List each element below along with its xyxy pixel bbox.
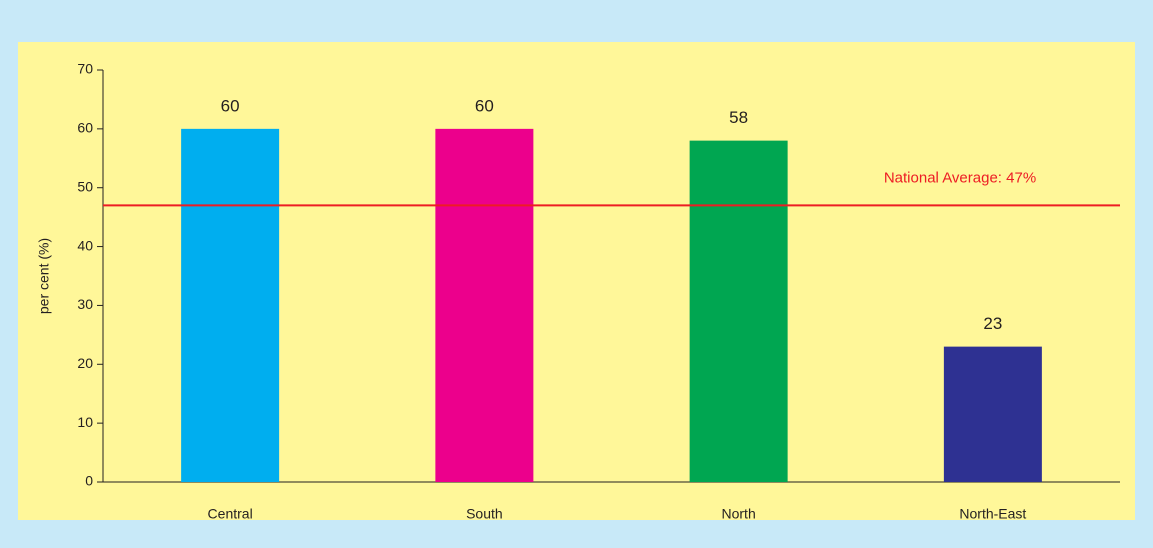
reference-label: National Average: 47% <box>884 169 1036 186</box>
data-label: 23 <box>983 314 1002 333</box>
y-tick-label: 20 <box>77 355 93 371</box>
bar <box>181 128 280 482</box>
y-axis-label: per cent (%) <box>36 238 52 314</box>
x-tick-label: North-East <box>959 506 1026 522</box>
data-label: 60 <box>221 96 240 115</box>
y-tick-label: 60 <box>77 120 93 136</box>
data-label: 60 <box>475 96 494 115</box>
y-tick-label: 70 <box>77 61 93 77</box>
data-label: 58 <box>729 108 748 127</box>
bar <box>689 140 788 482</box>
bar <box>435 128 534 482</box>
y-tick-label: 10 <box>77 414 93 430</box>
y-tick-label: 50 <box>77 178 93 194</box>
x-tick-label: Central <box>208 506 253 522</box>
y-tick-label: 40 <box>77 237 93 253</box>
bar <box>943 346 1042 482</box>
x-tick-label: South <box>466 506 503 522</box>
y-tick-label: 30 <box>77 296 93 312</box>
y-tick-label: 0 <box>85 473 93 489</box>
x-tick-label: North <box>722 506 756 522</box>
